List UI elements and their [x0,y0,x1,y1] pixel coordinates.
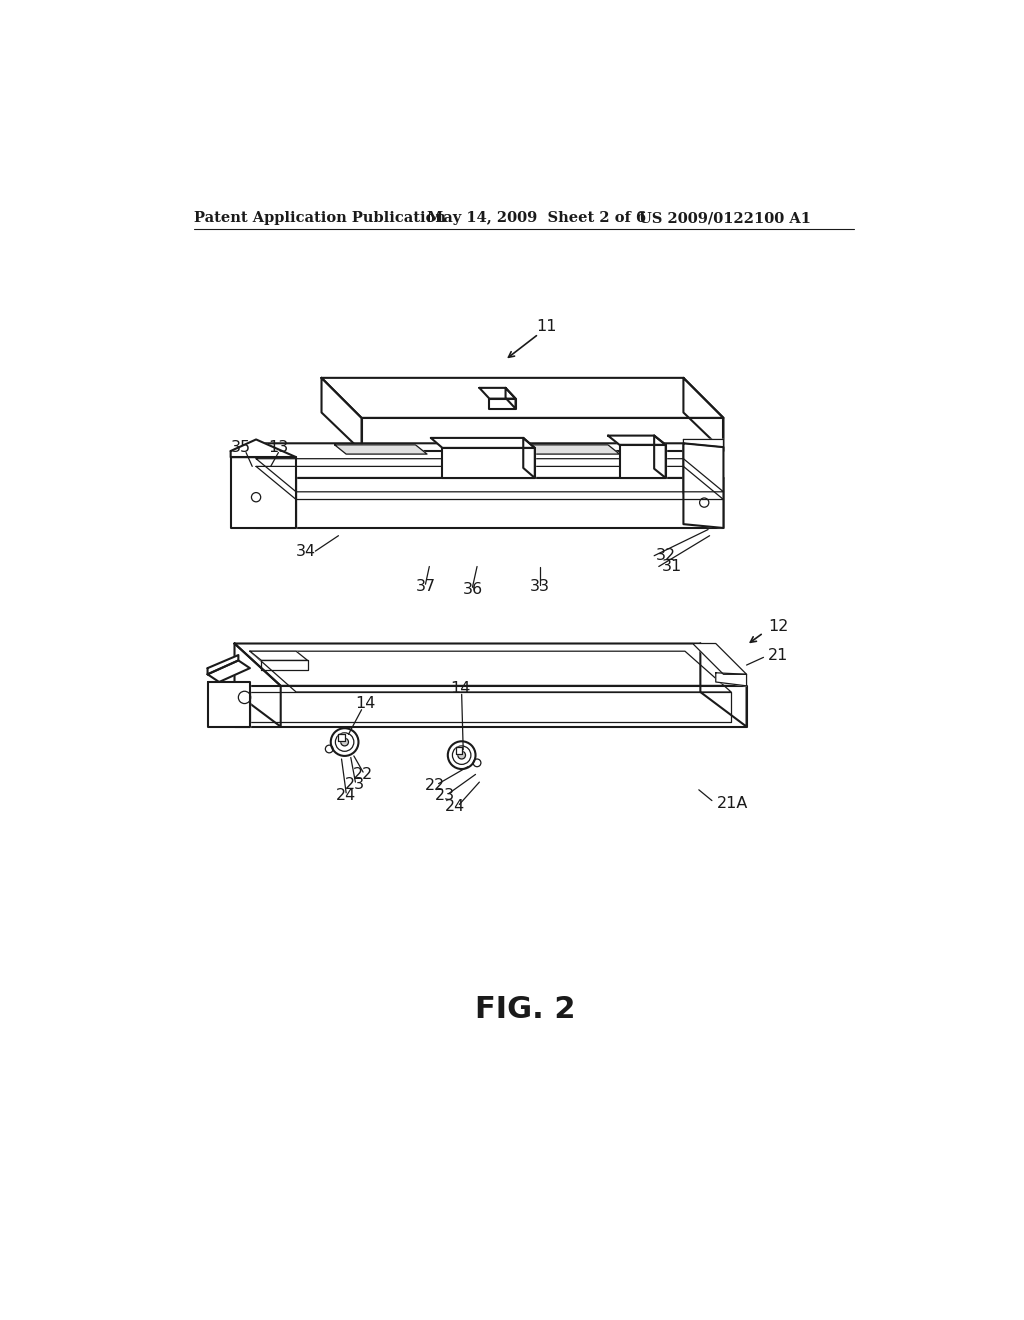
Text: 23: 23 [345,777,366,792]
Polygon shape [256,444,296,528]
Text: Patent Application Publication: Patent Application Publication [194,211,445,226]
Text: 21A: 21A [717,796,749,812]
Polygon shape [335,445,427,454]
Circle shape [447,742,475,770]
Polygon shape [479,388,515,399]
Text: 35: 35 [230,440,251,454]
Polygon shape [230,457,296,528]
Text: 37: 37 [416,579,435,594]
Circle shape [331,729,358,756]
Polygon shape [256,478,724,528]
Text: FIG. 2: FIG. 2 [474,995,575,1024]
Polygon shape [683,440,724,447]
Text: 34: 34 [296,544,316,558]
Text: 23: 23 [434,788,455,804]
Text: 33: 33 [530,579,550,594]
Polygon shape [208,655,239,675]
Polygon shape [620,445,666,478]
Polygon shape [608,436,666,445]
Polygon shape [523,438,535,478]
Polygon shape [234,686,746,726]
Text: 36: 36 [463,582,482,597]
Polygon shape [230,440,296,457]
Polygon shape [506,388,515,409]
Text: 11: 11 [537,318,557,334]
Circle shape [453,746,471,764]
Text: 24: 24 [336,788,356,803]
Polygon shape [322,378,361,451]
Polygon shape [683,444,724,528]
Polygon shape [208,682,250,726]
Polygon shape [523,445,620,454]
Text: 22: 22 [425,779,444,793]
Polygon shape [431,438,535,447]
Polygon shape [442,447,535,478]
Text: 21: 21 [768,648,788,663]
Polygon shape [683,444,724,528]
Polygon shape [234,644,746,686]
Text: 12: 12 [768,619,788,634]
Polygon shape [208,660,250,682]
Text: US 2009/0122100 A1: US 2009/0122100 A1 [639,211,811,226]
Text: 22: 22 [353,767,373,781]
Circle shape [336,733,354,751]
Text: 14: 14 [450,681,470,696]
Text: 13: 13 [268,440,289,454]
Polygon shape [322,378,724,418]
Circle shape [341,738,348,746]
Text: 14: 14 [355,696,376,711]
Polygon shape [339,734,345,741]
Polygon shape [256,444,724,478]
Polygon shape [692,644,746,675]
Polygon shape [489,399,515,409]
Text: May 14, 2009  Sheet 2 of 6: May 14, 2009 Sheet 2 of 6 [427,211,646,226]
Polygon shape [234,644,281,726]
Polygon shape [683,378,724,451]
Text: 32: 32 [655,548,676,564]
Polygon shape [361,418,724,451]
Text: 31: 31 [662,558,682,574]
Polygon shape [250,651,307,660]
Circle shape [458,751,466,759]
Polygon shape [700,644,746,726]
Text: 24: 24 [445,799,466,814]
Polygon shape [456,747,462,754]
Polygon shape [654,436,666,478]
Polygon shape [716,673,746,686]
